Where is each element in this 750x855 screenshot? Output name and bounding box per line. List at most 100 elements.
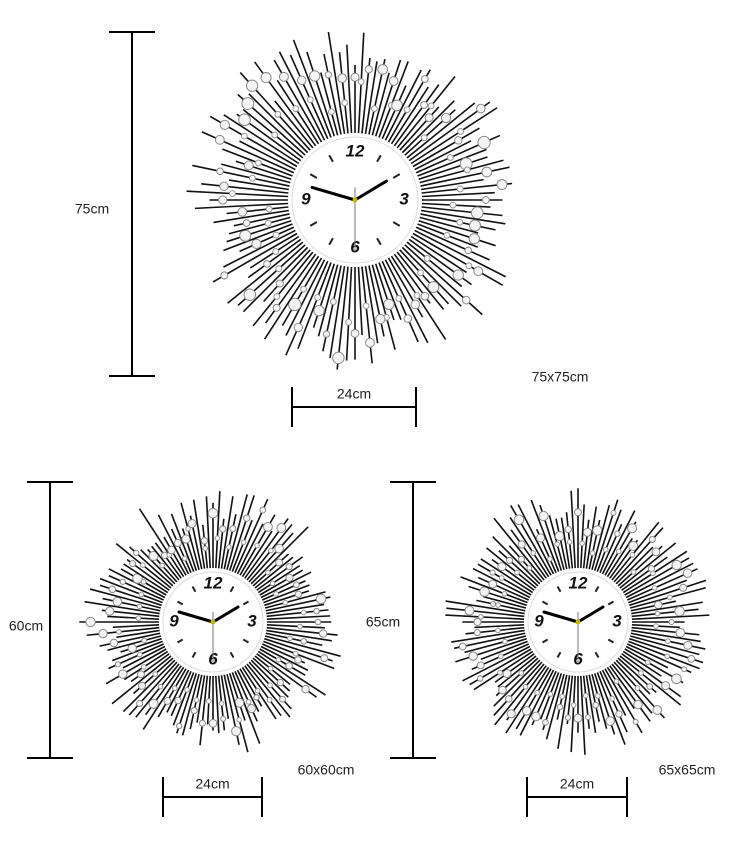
crystal (98, 628, 108, 639)
clock-ray (619, 542, 677, 589)
crystal (682, 568, 693, 579)
clock-ray (517, 504, 555, 575)
clock-ray (196, 675, 206, 723)
clock-ray (601, 510, 636, 575)
crystal (476, 103, 486, 114)
crystal (364, 65, 373, 74)
crystal (661, 681, 671, 691)
crystal (362, 302, 370, 310)
clock-ray (228, 673, 246, 721)
clock-ray (264, 591, 326, 609)
crystal (579, 540, 585, 547)
crystal (220, 271, 229, 280)
crystal (668, 618, 675, 626)
crystal (157, 683, 164, 690)
clock-ray (384, 259, 429, 344)
height-label: 75cm (75, 201, 109, 217)
clock-ray (494, 663, 545, 726)
crystal (489, 569, 496, 576)
crystal (671, 559, 682, 571)
clock-ray (170, 528, 192, 573)
crystal (377, 64, 389, 75)
crystal (214, 535, 221, 542)
crystal (245, 699, 252, 705)
crystal (454, 136, 463, 145)
clock-ray (570, 675, 576, 753)
clock-ray (462, 645, 531, 682)
crystal (114, 661, 121, 668)
crystal (613, 678, 620, 685)
crystal (497, 562, 507, 572)
crystal (282, 599, 289, 606)
clock-ray (107, 635, 162, 652)
clock-ray (192, 164, 290, 187)
crystal (651, 585, 658, 591)
crystal (665, 638, 671, 644)
crystal (479, 586, 490, 597)
crystal (473, 617, 482, 627)
hour-marker (541, 600, 549, 606)
clock-ray (621, 653, 682, 698)
clock-ray (241, 530, 273, 578)
hour-marker (594, 651, 600, 659)
clock-ray (451, 629, 525, 643)
clock-numeral: 12 (569, 573, 588, 592)
clock-ray (99, 632, 161, 647)
height-label: 65cm (366, 614, 400, 630)
clock-ray (580, 675, 586, 755)
crystal (174, 696, 182, 705)
crystal (229, 190, 236, 198)
crystal (420, 134, 428, 142)
crystal (638, 670, 644, 676)
clock-ray (419, 216, 479, 234)
crystal (403, 314, 413, 323)
hand-pin (210, 619, 216, 625)
crystal (239, 229, 252, 242)
clock-ray (555, 518, 568, 570)
clock-ray (545, 673, 565, 740)
clock-ray (622, 650, 662, 677)
crystal (632, 718, 639, 725)
crystal (273, 591, 279, 597)
clock-ray (215, 675, 220, 734)
crystal (589, 550, 596, 556)
crystal (140, 579, 147, 585)
clock-ray (266, 624, 325, 629)
crystal (112, 596, 123, 607)
clock-ray (263, 640, 335, 670)
crystal (129, 560, 137, 568)
size-label: 60x60cm (298, 762, 355, 778)
clock-ray (615, 659, 651, 695)
clock-ray (480, 558, 534, 594)
crystal (564, 525, 572, 534)
crystal (468, 219, 482, 232)
crystal (630, 569, 637, 575)
clock-numeral: 12 (204, 573, 223, 592)
clock-ray (111, 655, 172, 705)
crystal (220, 715, 227, 722)
clock-ray (123, 563, 169, 594)
crystal (260, 71, 272, 84)
clock-ray (596, 509, 622, 572)
hour-marker (392, 173, 401, 179)
clock-ray (510, 529, 547, 579)
crystal (542, 719, 549, 726)
crystal (633, 699, 643, 710)
hour-marker (556, 585, 562, 593)
hour-marker (229, 585, 235, 593)
hour-marker (328, 237, 334, 246)
clock-ray (364, 61, 378, 134)
crystal (138, 681, 146, 690)
crystal (518, 555, 525, 563)
crystal (173, 538, 182, 548)
crystal (610, 509, 617, 516)
crystal (127, 643, 137, 653)
clock-ray (445, 614, 525, 620)
crystal (468, 233, 480, 245)
clock-ray (227, 241, 304, 304)
hour-marker (556, 651, 562, 659)
hour-hand (542, 610, 580, 624)
crystal (495, 627, 501, 634)
clock-ray (393, 84, 440, 147)
crystal (458, 642, 467, 651)
